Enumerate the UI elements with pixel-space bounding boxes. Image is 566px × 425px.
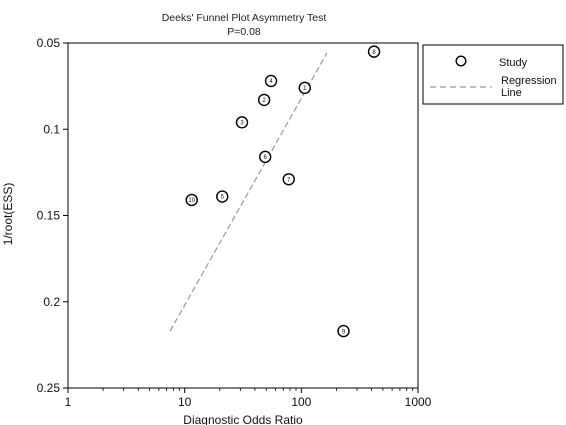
legend-regression-label-2: Line	[501, 87, 522, 99]
plot-frame	[67, 42, 419, 389]
study-point-label: 9	[342, 329, 346, 335]
study-point-label: 1	[303, 86, 307, 92]
study-point	[282, 173, 295, 186]
y-tick-label: 0.1	[43, 122, 60, 136]
x-axis-ticks: 1 10 100 1000	[65, 388, 432, 409]
legend-study-marker	[455, 55, 467, 67]
y-tick-label: 0.05	[37, 36, 61, 50]
study-point-label: 5	[221, 195, 225, 201]
legend-box	[422, 44, 564, 105]
legend: Study Regression Line	[422, 44, 564, 105]
study-point	[258, 150, 272, 164]
y-tick-label: 0.2	[43, 295, 60, 309]
study-point	[216, 190, 229, 203]
chart-title: Deeks' Funnel Plot Asymmetry Test	[162, 12, 327, 24]
study-point	[367, 45, 381, 58]
study-point	[264, 74, 278, 88]
study-point	[185, 193, 198, 207]
y-tick-label: 0.25	[37, 381, 61, 395]
x-tick-label: 1	[65, 395, 72, 409]
study-point-label: 8	[372, 50, 376, 56]
study-points: 1 2 3 4 5 6 7 8 9 10	[185, 45, 381, 338]
study-point-label: 6	[264, 155, 268, 161]
y-axis-ticks: 0.05 0.1 0.15 0.2 0.25	[37, 36, 68, 395]
x-tick-label: 1000	[405, 395, 432, 409]
regression-line-path	[169, 53, 328, 332]
study-point	[257, 93, 271, 107]
study-point-label: 7	[287, 177, 291, 183]
study-point	[298, 81, 311, 95]
study-point-label: 10	[188, 198, 195, 204]
regression-line	[169, 53, 328, 332]
study-point-label: 2	[262, 98, 266, 104]
x-axis-label: Diagnostic Odds Ratio	[183, 413, 303, 425]
x-tick-label: 10	[178, 395, 192, 409]
legend-study-label: Study	[499, 57, 528, 69]
study-point-label: 3	[240, 121, 244, 127]
study-point	[235, 116, 249, 129]
study-point	[337, 324, 350, 338]
study-point-label: 4	[269, 79, 273, 85]
y-tick-label: 0.15	[37, 209, 61, 223]
legend-regression-label: Regression	[501, 75, 557, 87]
x-tick-label: 100	[291, 395, 311, 409]
chart-subtitle: P=0.08	[227, 26, 261, 38]
y-axis-label: 1/root(ESS)	[1, 183, 15, 246]
